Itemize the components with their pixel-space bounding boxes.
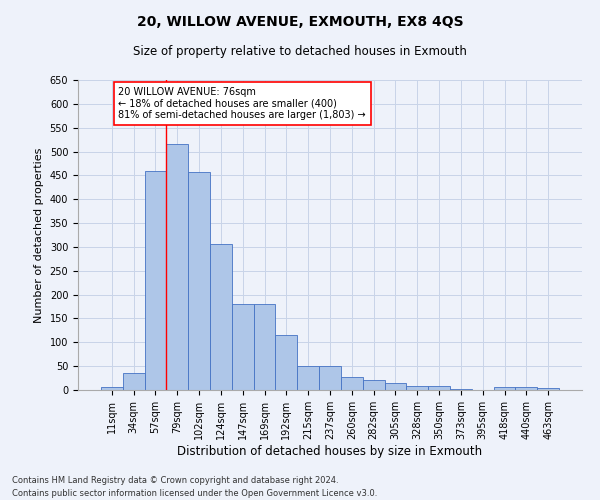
Bar — [515, 386, 537, 390]
Bar — [428, 386, 450, 390]
Bar — [188, 172, 210, 390]
Bar — [494, 386, 515, 390]
Bar — [101, 386, 123, 390]
Bar — [363, 380, 385, 390]
Bar — [232, 304, 254, 390]
Bar — [537, 388, 559, 390]
Y-axis label: Number of detached properties: Number of detached properties — [34, 148, 44, 322]
X-axis label: Distribution of detached houses by size in Exmouth: Distribution of detached houses by size … — [178, 444, 482, 458]
Bar — [166, 144, 188, 390]
Text: 20 WILLOW AVENUE: 76sqm
← 18% of detached houses are smaller (400)
81% of semi-d: 20 WILLOW AVENUE: 76sqm ← 18% of detache… — [118, 87, 366, 120]
Bar — [341, 377, 363, 390]
Bar — [123, 374, 145, 390]
Text: Contains HM Land Registry data © Crown copyright and database right 2024.: Contains HM Land Registry data © Crown c… — [12, 476, 338, 485]
Bar — [275, 335, 297, 390]
Bar — [254, 304, 275, 390]
Bar — [385, 384, 406, 390]
Bar — [450, 388, 472, 390]
Bar — [406, 386, 428, 390]
Text: Contains public sector information licensed under the Open Government Licence v3: Contains public sector information licen… — [12, 488, 377, 498]
Bar — [319, 366, 341, 390]
Text: 20, WILLOW AVENUE, EXMOUTH, EX8 4QS: 20, WILLOW AVENUE, EXMOUTH, EX8 4QS — [137, 15, 463, 29]
Bar — [145, 170, 166, 390]
Bar — [210, 244, 232, 390]
Text: Size of property relative to detached houses in Exmouth: Size of property relative to detached ho… — [133, 45, 467, 58]
Bar — [297, 366, 319, 390]
